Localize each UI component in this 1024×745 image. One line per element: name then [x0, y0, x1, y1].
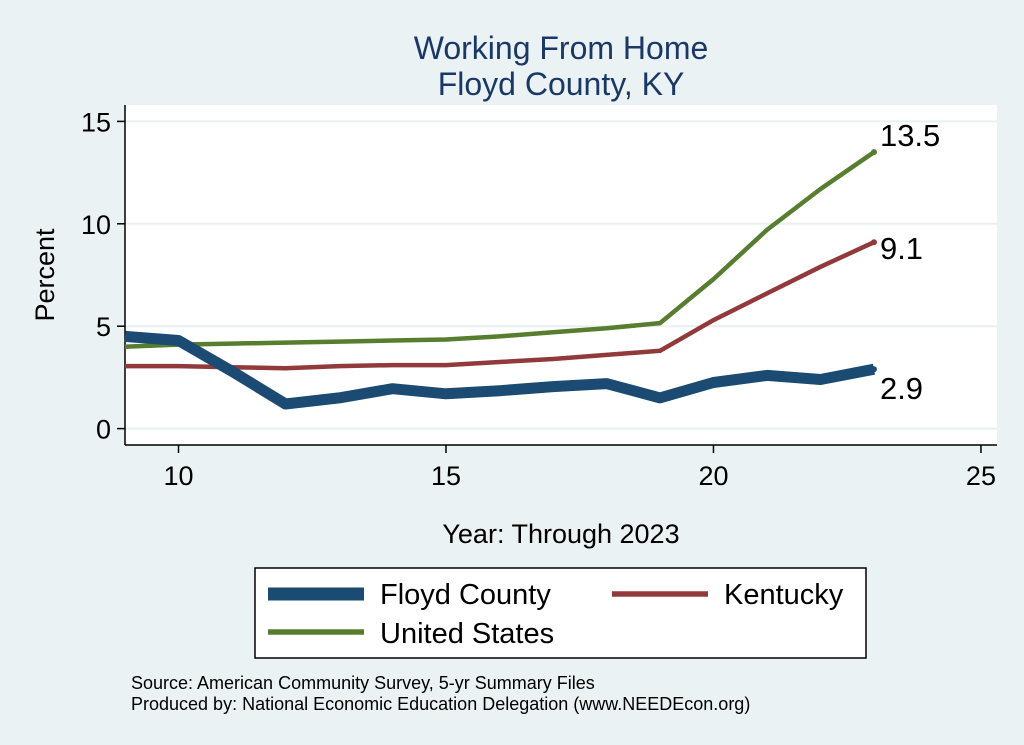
source-note: Source: American Community Survey, 5-yr …	[131, 673, 595, 693]
legend-label-kentucky: Kentucky	[724, 579, 844, 611]
x-tick-label-25: 25	[966, 461, 996, 491]
x-tick-label-15: 15	[431, 461, 461, 491]
series-end-point-floyd-county	[870, 366, 877, 373]
x-tick-label-20: 20	[698, 461, 728, 491]
y-tick-label-10: 10	[81, 210, 111, 240]
series-layer: 2.9 9.1 13.5	[124, 118, 940, 410]
series-end-point-kentucky	[870, 239, 877, 246]
end-label-floyd-county: 2.9	[880, 371, 923, 406]
legend-label-united-states: United States	[380, 618, 554, 650]
legend: Floyd County Kentucky United States	[254, 567, 867, 659]
y-tick-label-15: 15	[81, 107, 111, 137]
series-line-kentucky	[125, 240, 875, 371]
grid-lines	[125, 120, 997, 430]
legend-label-floyd-county: Floyd County	[380, 579, 551, 611]
axes: 0 5 10 15 10 15 20 25	[81, 105, 997, 491]
y-tick-label-5: 5	[96, 312, 111, 342]
end-label-united-states: 13.5	[880, 118, 940, 153]
series-end-point-united-states	[870, 149, 877, 156]
chart-title-line-1: Working From Home	[414, 30, 709, 66]
y-axis-title: Percent	[30, 228, 60, 322]
y-tick-label-0: 0	[96, 415, 111, 445]
x-tick-label-10: 10	[163, 461, 193, 491]
end-label-kentucky: 9.1	[880, 231, 923, 266]
x-axis-title: Year: Through 2023	[442, 519, 679, 549]
series-line-floyd-county	[124, 330, 876, 410]
legend-box	[254, 567, 867, 659]
chart-title-line-2: Floyd County, KY	[438, 66, 685, 102]
series-line-united-states	[124, 150, 876, 349]
producer-note: Produced by: National Economic Education…	[131, 694, 750, 714]
